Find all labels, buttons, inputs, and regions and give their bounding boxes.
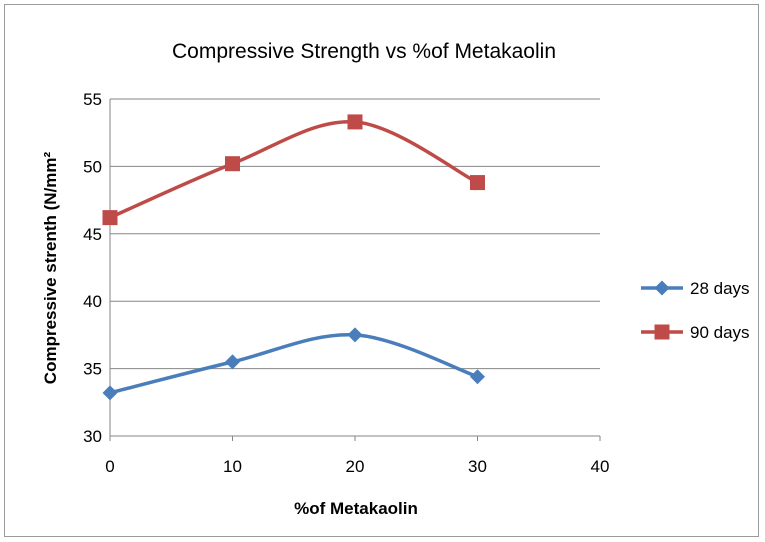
y-tick-label-35: 35 (83, 360, 102, 379)
x-tick-label-10: 10 (223, 457, 242, 476)
data-point-28-days-0 (102, 385, 118, 401)
legend-label-90-days: 90 days (690, 323, 750, 342)
x-tick-label-20: 20 (346, 457, 365, 476)
y-tick-label-50: 50 (83, 157, 102, 176)
legend: 28 days 90 days (641, 279, 750, 342)
y-tick-label-40: 40 (83, 292, 102, 311)
legend-item-28-days: 28 days (641, 279, 750, 298)
data-point-28-days-10 (225, 354, 240, 370)
series-28-days (102, 327, 485, 401)
data-point-28-days-30 (470, 369, 485, 385)
series-line-28-days (109, 332, 479, 395)
x-tick-label-30: 30 (468, 457, 487, 476)
series-line-90-days (109, 120, 479, 220)
legend-item-90-days: 90 days (641, 323, 750, 342)
legend-label-28-days: 28 days (690, 279, 750, 298)
y-tick-labels: 30 35 40 45 50 55 (83, 90, 102, 446)
x-tick-labels: 0 10 20 30 40 (105, 457, 609, 476)
series-90-days (102, 114, 485, 226)
data-point-90-days-30 (470, 175, 485, 191)
x-axis-label: %of Metakaolin (294, 499, 418, 518)
chart-title: Compressive Strength vs %of Metakaolin (172, 40, 556, 63)
gridlines (110, 98, 600, 370)
axes (109, 99, 601, 441)
x-tick-label-0: 0 (105, 457, 114, 476)
legend-marker-28-days (654, 280, 670, 296)
series-layer (102, 114, 485, 401)
legend-marker-90-days (654, 324, 670, 340)
data-point-90-days-10 (225, 156, 240, 172)
data-point-90-days-20 (347, 114, 363, 130)
y-tick-label-55: 55 (83, 90, 102, 109)
data-point-28-days-20 (347, 327, 363, 343)
x-tick-label-40: 40 (591, 457, 610, 476)
y-tick-label-30: 30 (83, 427, 102, 446)
y-tick-label-45: 45 (83, 225, 102, 244)
chart-frame (4, 4, 759, 537)
y-axis-label: Compressive strenth (N/mm² (41, 151, 60, 384)
data-point-90-days-0 (102, 210, 118, 226)
